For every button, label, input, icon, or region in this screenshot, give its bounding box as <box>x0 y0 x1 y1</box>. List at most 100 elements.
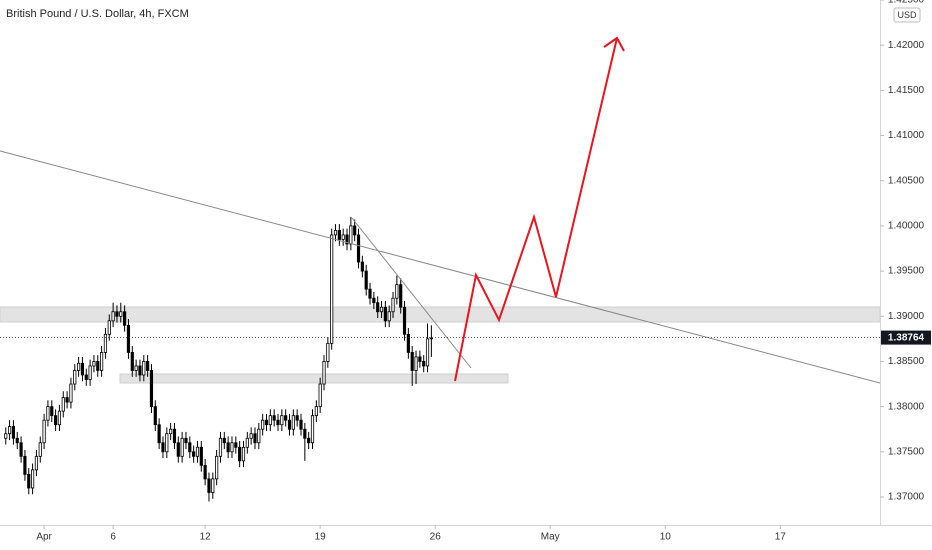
candle-body <box>188 442 192 453</box>
candle-body <box>80 362 85 376</box>
candle-body <box>372 297 376 304</box>
candle-body <box>253 433 257 444</box>
candle-body <box>161 442 165 453</box>
candle-body <box>23 455 27 475</box>
candle-body <box>284 415 288 421</box>
candle-body <box>69 383 73 403</box>
candle-body <box>199 446 203 466</box>
candle-body <box>226 442 230 453</box>
candle-body <box>349 225 353 245</box>
candle-body <box>330 234 334 344</box>
candle-body <box>192 451 196 457</box>
candle-body <box>322 361 326 385</box>
candle-body <box>100 352 104 371</box>
candle-body <box>291 415 295 430</box>
candle-body <box>211 478 215 493</box>
candle-body <box>203 464 207 480</box>
candle-body <box>96 361 100 371</box>
x-tick-label: 19 <box>315 532 327 543</box>
candle-body <box>61 397 65 412</box>
candle-body <box>46 406 50 421</box>
candle-body <box>341 234 345 240</box>
candle-body <box>218 437 223 457</box>
candle-body <box>123 311 127 326</box>
candle-body <box>19 442 23 457</box>
candle-body <box>138 365 142 376</box>
resistance-zone <box>0 306 881 323</box>
candle-body <box>50 406 54 417</box>
trend-line <box>0 150 881 384</box>
candle-body <box>73 370 77 385</box>
candle-body <box>107 320 111 335</box>
y-tick-label: 1.37500 <box>888 446 925 457</box>
candle-body <box>310 415 315 444</box>
candle-body <box>215 455 219 480</box>
candle-body <box>425 338 430 367</box>
candle-body <box>115 311 119 317</box>
y-tick-label: 1.40000 <box>888 221 925 232</box>
candle-body <box>103 333 108 353</box>
candle-body <box>38 442 42 457</box>
trend-line <box>351 217 472 369</box>
candle-body <box>34 455 39 471</box>
candle-body <box>391 297 395 313</box>
candle-body <box>418 356 422 362</box>
candle-body <box>303 428 307 439</box>
candle-body <box>333 230 338 236</box>
last-price-label: 1.38764 <box>888 333 925 344</box>
candle-body <box>364 270 368 290</box>
candle-body <box>353 225 357 236</box>
candle-body <box>234 442 238 448</box>
candle-body <box>268 415 272 426</box>
x-tick-label: 12 <box>200 532 212 543</box>
candle-body <box>11 426 16 439</box>
candle-body <box>176 442 180 457</box>
candle-body <box>157 424 161 444</box>
y-tick-label: 1.42000 <box>888 40 925 51</box>
candle-body <box>134 365 138 371</box>
candle-body <box>119 311 123 317</box>
candle-body <box>238 446 242 462</box>
candle-body <box>410 352 414 371</box>
candle-body <box>406 333 410 353</box>
candle-body <box>4 433 8 439</box>
candle-body <box>360 261 364 272</box>
candle-body <box>149 370 154 408</box>
candle-body <box>422 361 426 367</box>
forecast-arrowhead <box>603 36 625 52</box>
candle-body <box>249 433 253 439</box>
support-zone <box>119 373 509 384</box>
candle-body <box>195 446 200 457</box>
last-price-tag <box>881 330 931 345</box>
x-tick-label: 10 <box>660 532 672 543</box>
candle-body <box>165 433 169 453</box>
x-tick-label: 6 <box>110 532 116 543</box>
candle-body <box>280 415 284 426</box>
x-tick-label: May <box>541 532 560 543</box>
candle-body <box>257 428 261 444</box>
y-tick-label: 1.41500 <box>888 85 925 96</box>
candle-body <box>207 478 211 493</box>
candle-body <box>295 415 299 421</box>
candle-body <box>307 437 311 444</box>
candle-body <box>65 397 69 403</box>
candle-body <box>42 419 46 444</box>
candle-body <box>272 415 276 421</box>
forecast-path <box>454 37 618 382</box>
candle-body <box>318 383 322 408</box>
candle-body <box>383 306 387 322</box>
y-tick-label: 1.38000 <box>888 401 925 412</box>
candle-body <box>356 234 361 263</box>
candle-body <box>287 419 292 430</box>
candle-body <box>169 428 173 435</box>
candle-body <box>299 419 303 430</box>
candle-body <box>111 311 115 322</box>
candle-body <box>261 419 265 430</box>
y-tick-label: 1.37000 <box>888 492 925 503</box>
candle-body <box>153 406 157 426</box>
x-tick-label: Apr <box>36 532 52 543</box>
candle-body <box>276 419 280 426</box>
candle-body <box>146 361 150 371</box>
